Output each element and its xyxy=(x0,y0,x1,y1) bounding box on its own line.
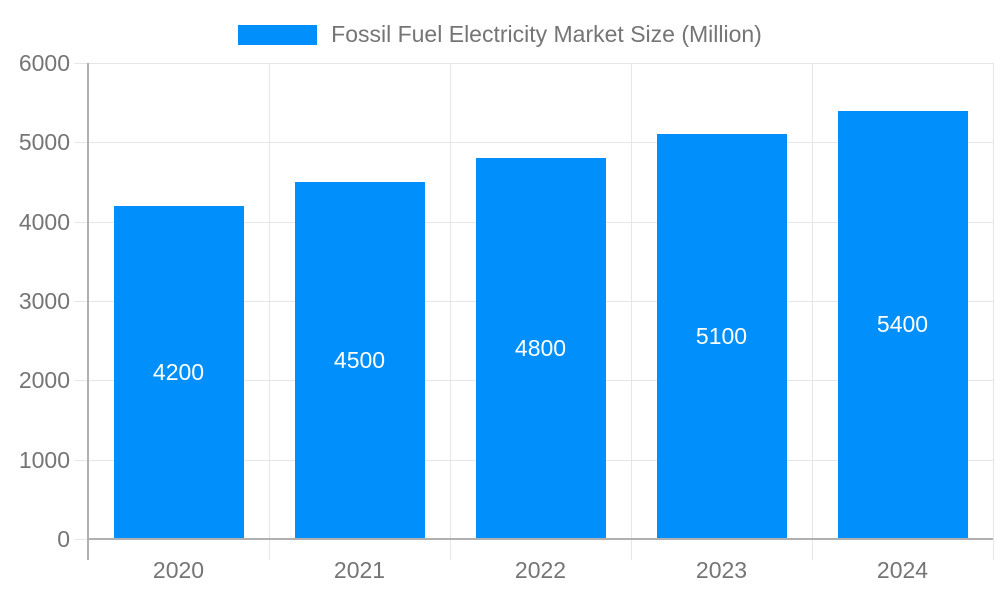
bar-2023[interactable]: 5100 xyxy=(656,134,787,539)
y-tick-3000 xyxy=(74,301,88,302)
gridline-x-boundary-1 xyxy=(269,63,270,560)
x-axis-label-2021: 2021 xyxy=(333,557,386,583)
x-axis-label-2022: 2022 xyxy=(514,557,567,583)
y-tick-5000 xyxy=(74,142,88,144)
y-axis-label-0: 0 xyxy=(57,526,70,552)
legend-swatch xyxy=(238,24,318,45)
y-axis-label-2000: 2000 xyxy=(18,367,70,394)
x-axis-label-2020: 2020 xyxy=(152,557,205,583)
bar-value-label-2023: 5100 xyxy=(695,323,748,350)
gridline-x-boundary-2 xyxy=(450,63,451,560)
y-tick-2000 xyxy=(74,380,88,382)
gridline-x-boundary-5 xyxy=(993,63,994,560)
x-axis-label-2024: 2024 xyxy=(876,557,929,583)
gridline-x-boundary-4 xyxy=(812,63,813,560)
y-axis-label-1000: 1000 xyxy=(18,446,70,473)
x-axis-baseline xyxy=(88,538,993,540)
y-tick-1000 xyxy=(74,459,88,461)
y-axis-label-6000: 6000 xyxy=(18,50,70,76)
y-axis-line xyxy=(87,63,89,560)
y-axis-label-4000: 4000 xyxy=(18,208,70,235)
bar-value-label-2022: 4800 xyxy=(514,335,567,362)
y-tick-0 xyxy=(74,539,88,540)
gridline-y-6000 xyxy=(88,63,993,64)
legend-label: Fossil Fuel Electricity Market Size (Mil… xyxy=(331,21,762,47)
bar-2021[interactable]: 4500 xyxy=(294,182,425,539)
bar-value-label-2020: 4200 xyxy=(152,358,205,385)
gridline-y-5000 xyxy=(88,142,993,144)
plot-area: 4200 4500 4800 5100 5400 xyxy=(74,63,994,560)
x-axis-label-2023: 2023 xyxy=(695,557,748,583)
bar-2022[interactable]: 4800 xyxy=(475,158,606,539)
y-axis-label-3000: 3000 xyxy=(18,288,70,314)
legend: Fossil Fuel Electricity Market Size (Mil… xyxy=(0,21,1000,48)
bar-2020[interactable]: 4200 xyxy=(113,205,244,539)
y-axis-label-5000: 5000 xyxy=(18,129,70,156)
gridline-x-boundary-3 xyxy=(631,63,632,560)
bar-value-label-2024: 5400 xyxy=(876,311,929,338)
bar-value-label-2021: 4500 xyxy=(333,347,386,373)
bar-2024[interactable]: 5400 xyxy=(837,110,968,539)
y-tick-6000 xyxy=(74,63,88,64)
y-tick-4000 xyxy=(74,221,88,223)
